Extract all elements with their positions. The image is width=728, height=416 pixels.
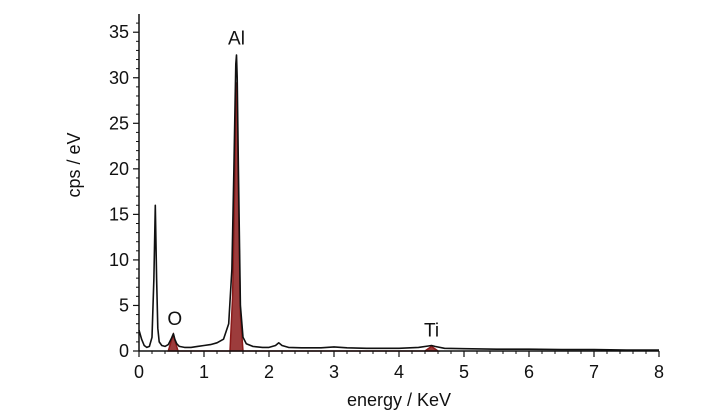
x-tick-label: 7	[589, 362, 599, 382]
peak-label-o: O	[167, 309, 182, 330]
y-tick-label: 20	[109, 159, 129, 179]
peak-label-ti: Ti	[424, 321, 439, 342]
x-tick-label: 2	[264, 362, 274, 382]
axes	[138, 14, 659, 352]
x-tick-label: 1	[199, 362, 209, 382]
x-axis-title: energy / KeV	[347, 390, 451, 410]
x-tick-label: 3	[329, 362, 339, 382]
x-tick-label: 8	[654, 362, 664, 382]
y-tick-label: 25	[109, 113, 129, 133]
ticks: 0 1 2 3 4 5 6 7 8 0 5 10 15 20 25 30 35	[109, 22, 664, 382]
peak-label-al: Al	[228, 28, 245, 49]
measured-series-line	[138, 54, 659, 351]
x-tick-label: 0	[134, 362, 144, 382]
y-tick-label: 35	[109, 22, 129, 42]
y-tick-label: 30	[109, 68, 129, 88]
x-tick-label: 4	[394, 362, 404, 382]
fit-series-area	[167, 82, 441, 352]
y-tick-label: 15	[109, 204, 129, 224]
annotations: O Al Ti	[167, 28, 439, 341]
x-tick-label: 5	[459, 362, 469, 382]
plot-lines	[138, 54, 659, 352]
y-axis-title: cps / eV	[64, 132, 84, 197]
y-tick-label: 5	[119, 295, 129, 315]
y-tick-label: 0	[119, 341, 129, 361]
y-tick-label: 10	[109, 250, 129, 270]
x-tick-label: 6	[524, 362, 534, 382]
